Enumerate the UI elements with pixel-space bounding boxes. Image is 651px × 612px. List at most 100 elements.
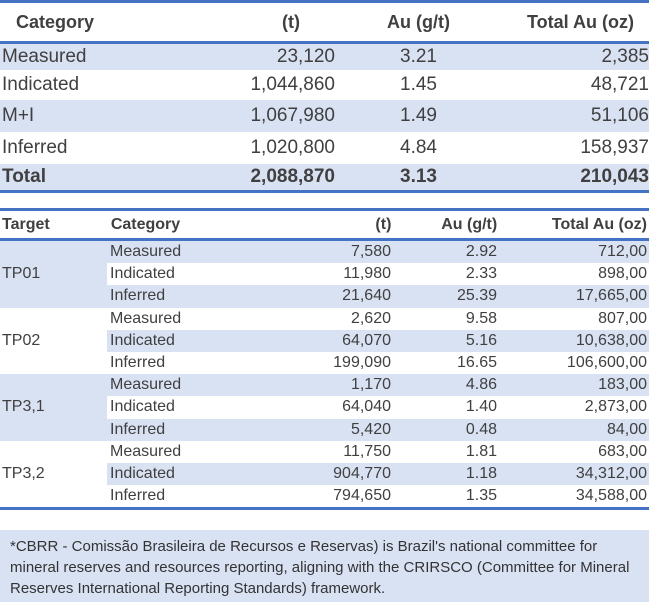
cell-oz: 10,638,00 — [575, 331, 647, 349]
header-total-oz: Total Au (oz) — [527, 11, 634, 32]
header-category: Category — [16, 11, 95, 32]
cell-grade: 1.18 — [465, 464, 497, 482]
cell-grade: 4.84 — [400, 137, 437, 158]
total-row: Total 2,088,870 3.13 210,043 — [0, 164, 649, 193]
cell-category: Measured — [110, 442, 182, 460]
header-grade: Au (g/t) — [387, 11, 450, 32]
cell-oz: 2,873,00 — [584, 398, 647, 416]
cell-oz: 683,00 — [598, 442, 647, 460]
cell-target: TP01 — [0, 241, 107, 308]
cell-tonnes: 2,620 — [350, 309, 391, 327]
cell-category: Inferred — [110, 287, 166, 305]
table-row: Measured 23,120 3.21 2,385 — [0, 44, 649, 70]
cell-tonnes: 1,170 — [350, 376, 391, 394]
table-row: Indicated 904,770 1.18 34,312,00 — [107, 462, 649, 486]
cell-category: Measured — [2, 46, 87, 67]
cell-grade: 1.35 — [465, 487, 497, 505]
cell-category: Inferred — [110, 420, 166, 438]
cell-category: Measured — [110, 243, 182, 261]
cell-grade: 4.86 — [465, 376, 497, 394]
table-row: Inferred 5,420 0.48 84,00 — [107, 418, 649, 441]
cell-tonnes: 2,088,870 — [250, 166, 335, 187]
cell-grade: 3.21 — [400, 46, 437, 67]
cell-target: TP3,2 — [2, 464, 45, 482]
target-group: TP3,1 Measured 1,170 4.86 183,00 Indicated 64,… — [0, 374, 649, 441]
cell-target: TP02 — [2, 331, 41, 349]
cell-tonnes: 5,420 — [350, 420, 391, 438]
table-row: Measured 1,170 4.86 183,00 — [107, 374, 649, 397]
target-group: TP01 Measured 7,580 2.92 712,00 Indicated 11,9… — [0, 241, 649, 308]
summary-table-header: Category (t) Au (g/t) Total Au (oz) — [0, 3, 649, 44]
header-category: Category — [110, 215, 181, 233]
cell-tonnes: 11,980 — [343, 265, 391, 283]
cell-oz: 34,312,00 — [575, 464, 647, 482]
cell-grade: 3.13 — [400, 166, 437, 187]
cell-oz: 807,00 — [598, 309, 647, 327]
cell-grade: 25.39 — [456, 287, 497, 305]
cell-grade: 0.48 — [465, 420, 497, 438]
cell-oz: 48,721 — [590, 74, 649, 95]
table-row: Measured 7,580 2.92 712,00 — [107, 241, 649, 264]
cell-oz: 34,588,00 — [575, 487, 647, 505]
cell-grade: 9.58 — [465, 309, 497, 327]
target-table: Target Category (t) Au (g/t) Total Au (o… — [0, 208, 649, 511]
cell-grade: 2.92 — [465, 243, 497, 261]
target-group: TP3,2 Measured 11,750 1.81 683,00 Indicated 90… — [0, 441, 649, 511]
header-grade: Au (g/t) — [441, 215, 498, 233]
cell-category: Indicated — [110, 331, 175, 349]
table-row: Inferred 794,650 1.35 34,588,00 — [107, 485, 649, 507]
header-target: Target — [2, 215, 50, 233]
cell-tonnes: 64,040 — [342, 398, 391, 416]
cell-oz: 51,106 — [590, 105, 649, 126]
table-row: Inferred 199,090 16.65 106,600,00 — [107, 352, 649, 374]
cell-oz: 84,00 — [606, 420, 647, 438]
target-table-header: Target Category (t) Au (g/t) Total Au (o… — [0, 211, 649, 241]
cell-grade: 1.45 — [400, 74, 437, 95]
cell-category: Inferred — [110, 487, 166, 505]
cell-tonnes: 64,070 — [342, 331, 391, 349]
cell-oz: 158,937 — [580, 137, 649, 158]
table-row: Indicated 1,044,860 1.45 48,721 — [0, 70, 649, 100]
cell-oz: 17,665,00 — [575, 287, 647, 305]
cell-category: Indicated — [110, 265, 175, 283]
table-row: Indicated 64,040 1.40 2,873,00 — [107, 396, 649, 418]
header-tonnes: (t) — [282, 11, 300, 32]
table-row: M+I 1,067,980 1.49 51,106 — [0, 100, 649, 132]
table-row: Indicated 11,980 2.33 898,00 — [107, 263, 649, 285]
table-row: Inferred 1,020,800 4.84 158,937 — [0, 132, 649, 164]
cell-oz: 106,600,00 — [566, 354, 647, 372]
table-row: Inferred 21,640 25.39 17,665,00 — [107, 285, 649, 308]
cell-category: Measured — [110, 309, 182, 327]
cell-category: Measured — [110, 376, 182, 394]
cell-category: M+I — [2, 105, 35, 126]
footnote: *CBRR - Comissão Brasileira de Recursos … — [0, 530, 649, 602]
cell-tonnes: 1,067,980 — [250, 105, 335, 126]
cell-tonnes: 11,750 — [343, 442, 391, 460]
cell-category: Inferred — [110, 354, 166, 372]
cell-category: Indicated — [110, 398, 175, 416]
summary-table: Category (t) Au (g/t) Total Au (oz) Meas… — [0, 0, 649, 193]
cell-tonnes: 904,770 — [333, 464, 391, 482]
cell-oz: 898,00 — [598, 265, 647, 283]
cell-grade: 5.16 — [465, 331, 497, 349]
cell-category: Indicated — [110, 464, 175, 482]
cell-tonnes: 1,044,860 — [250, 74, 335, 95]
cell-category: Inferred — [2, 137, 68, 158]
cell-tonnes: 1,020,800 — [250, 137, 335, 158]
cell-tonnes: 794,650 — [333, 487, 391, 505]
cell-grade: 2.33 — [465, 265, 497, 283]
cell-tonnes: 7,580 — [350, 243, 391, 261]
table-row: Indicated 64,070 5.16 10,638,00 — [107, 329, 649, 352]
cell-grade: 16.65 — [456, 354, 497, 372]
cell-grade: 1.40 — [465, 398, 497, 416]
target-group: TP02 Measured 2,620 9.58 807,00 Indicated 64,0… — [0, 308, 649, 375]
cell-grade: 1.49 — [400, 105, 437, 126]
cell-oz: 2,385 — [601, 46, 649, 67]
cell-category: Indicated — [2, 74, 80, 95]
cell-tonnes: 21,640 — [342, 287, 391, 305]
cell-target: TP3,1 — [0, 374, 107, 441]
table-row: Measured 2,620 9.58 807,00 — [107, 308, 649, 330]
cell-tonnes: 23,120 — [276, 46, 335, 67]
cell-category: Total — [2, 166, 46, 187]
cell-tonnes: 199,090 — [333, 354, 391, 372]
